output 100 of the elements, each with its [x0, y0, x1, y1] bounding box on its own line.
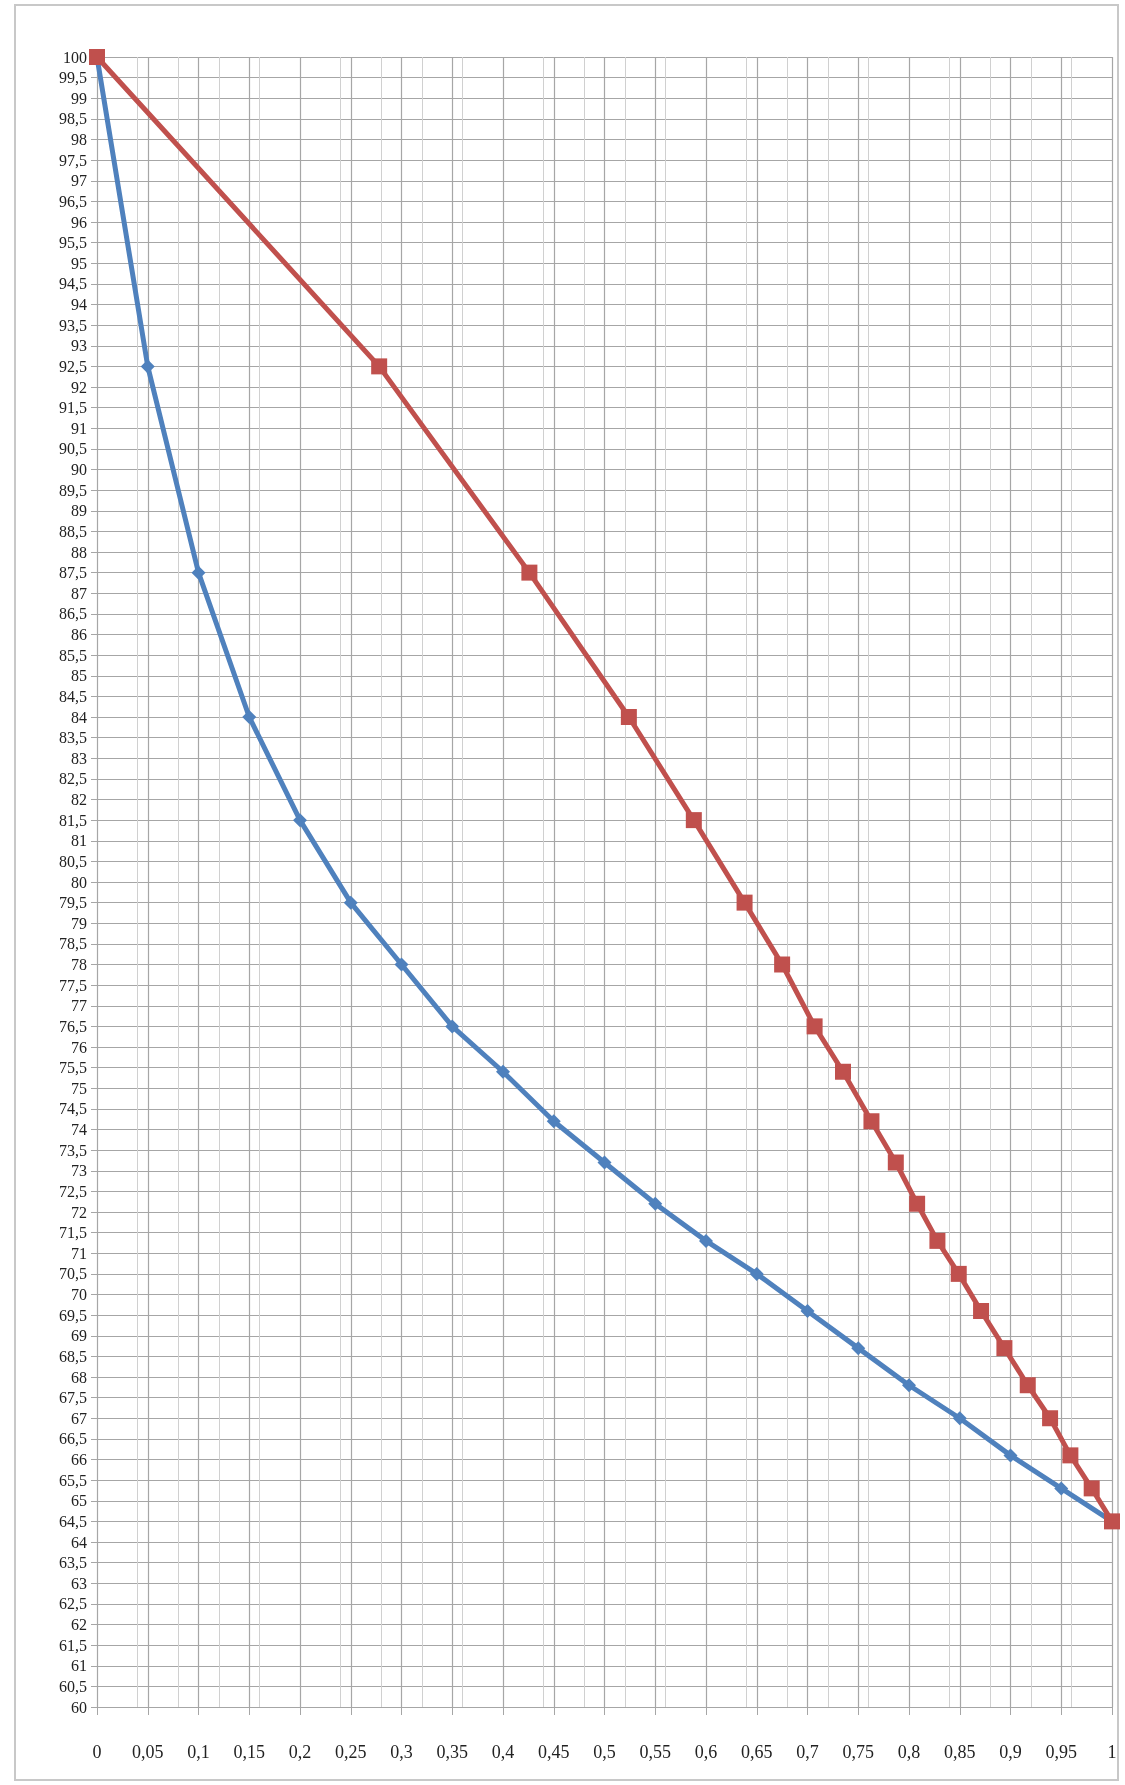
point — [806, 1018, 823, 1035]
x-tick-label: 0,65 — [741, 1742, 773, 1762]
y-tick-label: 60,5 — [59, 1677, 87, 1695]
y-tick-label: 77,5 — [59, 976, 87, 994]
y-tick-label: 67 — [71, 1409, 87, 1427]
y-tick-label: 86 — [71, 626, 87, 643]
y-tick-label: 79 — [71, 914, 87, 932]
point — [648, 1196, 663, 1211]
y-tick-label: 81 — [71, 832, 87, 850]
y-tick-label: 63 — [71, 1574, 87, 1592]
y-tick-label: 60 — [71, 1698, 87, 1716]
point — [749, 1266, 764, 1281]
y-tick-label: 81,5 — [59, 811, 87, 829]
y-tick-label: 93 — [71, 337, 87, 355]
point — [950, 1265, 967, 1282]
x-tick-label: 0,25 — [335, 1742, 367, 1762]
y-tick-label: 85,5 — [59, 646, 87, 664]
y-tick-label: 84,5 — [59, 687, 87, 705]
y-tick-label: 70 — [71, 1286, 87, 1303]
y-tick-label: 61,5 — [59, 1636, 87, 1654]
point — [371, 358, 388, 375]
y-tick-label: 73,5 — [59, 1141, 87, 1159]
x-tick-label: 0,9 — [999, 1742, 1022, 1762]
y-tick-label: 74 — [71, 1121, 87, 1138]
point — [973, 1303, 990, 1319]
x-tick-label: 0,85 — [944, 1742, 976, 1762]
y-tick-label: 64 — [71, 1533, 87, 1551]
point — [1083, 1480, 1100, 1497]
y-tick-label: 94 — [71, 296, 87, 313]
y-tick-label: 83 — [71, 749, 87, 767]
y-tick-label: 66 — [71, 1451, 87, 1468]
point — [1019, 1377, 1036, 1394]
y-tick-label: 84 — [71, 708, 87, 726]
x-tick-label: 0,35 — [436, 1742, 468, 1762]
y-tick-label: 69 — [71, 1327, 87, 1345]
point — [597, 1155, 612, 1170]
y-tick-label: 71 — [71, 1244, 87, 1262]
y-tick-label: 87 — [71, 584, 87, 602]
y-tick-label: 100 — [63, 48, 87, 66]
point — [343, 895, 358, 910]
y-tick-label: 90,5 — [59, 440, 87, 458]
point — [546, 1114, 561, 1129]
y-tick-label: 72 — [71, 1203, 87, 1221]
y-tick-label: 98 — [71, 131, 87, 148]
x-tick-label: 0,75 — [842, 1742, 874, 1762]
y-tick-label: 75 — [71, 1079, 87, 1097]
y-tick-label: 78,5 — [59, 935, 87, 953]
y-tick-label: 75,5 — [59, 1059, 87, 1077]
x-tick-label: 0,8 — [897, 1742, 921, 1762]
y-tick-label: 99,5 — [59, 69, 87, 87]
y-tick-label: 68 — [71, 1368, 87, 1386]
y-tick-label: 91,5 — [59, 399, 87, 417]
y-tick-label: 88 — [71, 543, 87, 561]
point — [521, 564, 538, 581]
x-tick-label: 0 — [92, 1742, 102, 1762]
y-tick-label: 61 — [71, 1657, 87, 1675]
y-tick-label: 67,5 — [59, 1389, 87, 1407]
y-tick-label: 77 — [71, 997, 87, 1015]
x-tick-label: 0,5 — [593, 1742, 616, 1762]
x-tick-label: 0,55 — [639, 1742, 671, 1762]
y-tick-label: 89,5 — [59, 481, 87, 499]
point — [293, 813, 307, 828]
y-tick-label: 62 — [71, 1616, 87, 1633]
point — [929, 1232, 946, 1249]
y-tick-label: 88,5 — [59, 522, 87, 540]
y-tick-label: 79,5 — [59, 894, 87, 912]
x-tick-label: 0,95 — [1045, 1742, 1077, 1762]
y-tick-label: 68,5 — [59, 1347, 87, 1365]
point — [242, 710, 257, 724]
point — [620, 709, 637, 725]
y-tick-label: 94,5 — [59, 275, 87, 293]
x-tick-label: 0,1 — [187, 1742, 210, 1762]
point — [887, 1154, 904, 1171]
point — [835, 1063, 852, 1080]
y-tick-label: 80,5 — [59, 852, 87, 870]
y-tick-label: 92 — [71, 378, 87, 396]
y-tick-label: 64,5 — [59, 1512, 87, 1530]
y-tick-label: 71,5 — [59, 1224, 87, 1242]
y-tick-label: 65,5 — [59, 1471, 87, 1489]
y-tick-label: 62,5 — [59, 1595, 87, 1613]
point — [736, 894, 753, 911]
y-tick-label: 96,5 — [59, 192, 87, 210]
point — [1062, 1447, 1079, 1464]
point — [774, 956, 791, 973]
y-tick-label: 96 — [71, 213, 87, 231]
x-tick-label: 0,4 — [491, 1742, 515, 1762]
y-tick-label: 89 — [71, 502, 87, 520]
x-tick-label: 0,3 — [390, 1742, 413, 1762]
y-tick-label: 97 — [71, 172, 87, 190]
y-tick-label: 92,5 — [59, 357, 87, 375]
y-tick-label: 80 — [71, 873, 87, 891]
point — [140, 359, 155, 374]
x-tick-label: 1 — [1107, 1742, 1117, 1762]
point — [1003, 1448, 1018, 1463]
y-tick-label: 65 — [71, 1492, 87, 1510]
point — [191, 565, 206, 580]
y-tick-label: 99 — [71, 89, 87, 107]
point — [996, 1340, 1013, 1357]
y-tick-label: 66,5 — [59, 1430, 87, 1448]
point — [863, 1113, 880, 1130]
